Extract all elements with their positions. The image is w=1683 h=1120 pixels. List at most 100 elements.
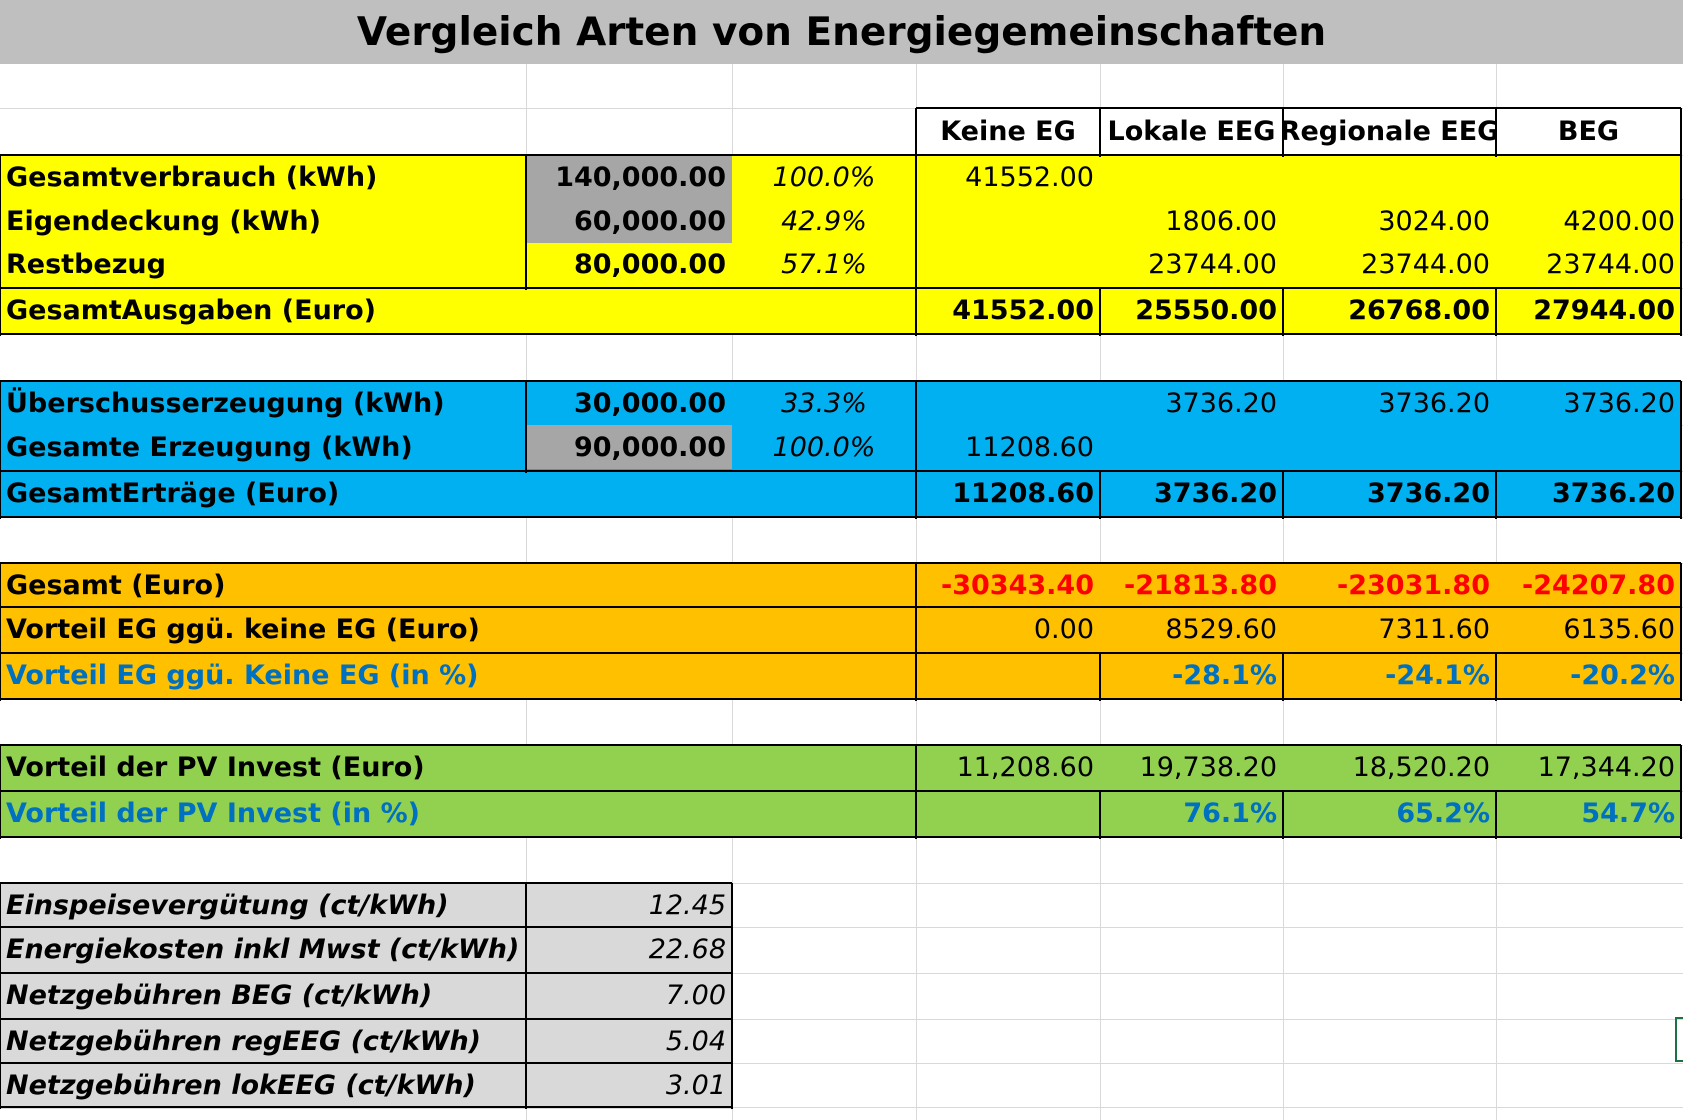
border-v xyxy=(1680,563,1682,701)
gen-total-gray-bg xyxy=(526,425,732,469)
border-v xyxy=(525,883,527,1109)
border-v xyxy=(1099,108,1101,157)
generation-total-value: 3736.20 xyxy=(1154,477,1277,509)
generation-value xyxy=(1496,425,1681,469)
generation-value: 3736.20 xyxy=(1165,387,1277,419)
pv-percent-value: 76.1% xyxy=(1183,797,1277,829)
summary-label: Vorteil EG ggü. Keine EG (in %) xyxy=(6,659,479,691)
generation-total-label: GesamtErträge (Euro) xyxy=(6,477,340,509)
border-h xyxy=(0,516,1681,518)
param-label: Einspeisevergütung (ct/kWh) xyxy=(6,889,449,921)
consumption-percent: 57.1% xyxy=(781,248,867,280)
border-h xyxy=(0,470,1681,472)
consumption-total: 60,000.00 xyxy=(573,205,726,237)
param-label: Energiekosten inkl Mwst (ct/kWh) xyxy=(6,933,520,965)
generation-percent: 33.3% xyxy=(781,387,867,419)
summary-value: 6135.60 xyxy=(1563,613,1675,645)
generation-value xyxy=(1100,425,1283,469)
generation-value xyxy=(1283,425,1496,469)
selected-cell-indicator[interactable] xyxy=(1675,1017,1683,1062)
generation-value: 3736.20 xyxy=(1378,387,1490,419)
border-h xyxy=(0,972,732,974)
border-h xyxy=(0,1062,732,1064)
border-h xyxy=(0,744,1681,746)
border-v xyxy=(1099,791,1101,839)
pv-percent-value: 54.7% xyxy=(1581,797,1675,829)
summary-value: -23031.80 xyxy=(1337,569,1490,601)
param-label: Netzgebühren BEG (ct/kWh) xyxy=(6,979,433,1011)
consumption-percent: 42.9% xyxy=(781,205,867,237)
summary-bg xyxy=(0,563,1681,699)
pv-value: 11,208.60 xyxy=(956,751,1094,783)
gridline-h xyxy=(0,973,1683,974)
consumption-value xyxy=(1100,155,1283,199)
border-v xyxy=(1495,288,1497,336)
border-h xyxy=(0,926,732,928)
pv-label: Vorteil der PV Invest (in %) xyxy=(6,797,421,829)
generation-total: 30,000.00 xyxy=(573,387,726,419)
border-h xyxy=(0,154,1681,156)
consumption-value: 41552.00 xyxy=(965,161,1094,193)
pv-value: 19,738.20 xyxy=(1139,751,1277,783)
border-v xyxy=(525,155,527,290)
column-header: Lokale EEG xyxy=(1107,116,1276,147)
border-h xyxy=(0,606,1681,608)
consumption-percent: 100.0% xyxy=(772,161,876,193)
border-h xyxy=(916,107,1681,109)
consumption-total: 80,000.00 xyxy=(573,248,726,280)
border-v xyxy=(0,563,1,701)
border-v xyxy=(1680,745,1682,839)
column-header: Regionale EEG xyxy=(1283,116,1496,147)
border-v xyxy=(731,883,733,1109)
border-v xyxy=(1282,791,1284,839)
border-h xyxy=(0,562,1681,564)
border-h xyxy=(0,1106,732,1108)
border-v xyxy=(915,563,917,701)
generation-bg xyxy=(0,381,1681,517)
border-v xyxy=(1680,108,1682,157)
border-h xyxy=(0,836,1681,838)
gridline-h xyxy=(0,883,1683,884)
generation-value xyxy=(916,381,1100,425)
param-value: 5.04 xyxy=(665,1025,726,1057)
consumption-bg xyxy=(0,155,1681,334)
consumption-value: 23744.00 xyxy=(1361,248,1490,280)
consumption-label: Restbezug xyxy=(6,248,166,280)
border-v xyxy=(915,381,917,519)
column-header: BEG xyxy=(1557,116,1620,147)
gridline-h xyxy=(0,1063,1683,1064)
border-v xyxy=(915,155,917,336)
consumption-value xyxy=(916,242,1100,286)
border-h xyxy=(0,380,1681,382)
generation-total-value: 3736.20 xyxy=(1367,477,1490,509)
consumption-value xyxy=(1496,155,1681,199)
border-v xyxy=(1282,108,1284,157)
border-v xyxy=(1495,471,1497,519)
consumption-total-value: 26768.00 xyxy=(1348,294,1490,326)
border-h xyxy=(0,333,1681,335)
generation-total-value: 11208.60 xyxy=(952,477,1094,509)
summary-value: 8529.60 xyxy=(1165,613,1277,645)
consumption-total-value: 25550.00 xyxy=(1135,294,1277,326)
border-h xyxy=(0,790,1681,792)
consumption-value: 3024.00 xyxy=(1378,205,1490,237)
border-v xyxy=(525,381,527,473)
consumption-total-value: 27944.00 xyxy=(1533,294,1675,326)
consumption-label: Eigendeckung (kWh) xyxy=(6,205,321,237)
total-gray-bg xyxy=(526,155,732,243)
border-v xyxy=(0,381,1,519)
column-header: Keine EG xyxy=(940,116,1076,147)
generation-label: Überschusserzeugung (kWh) xyxy=(6,387,445,419)
border-h xyxy=(0,287,1681,289)
border-h xyxy=(0,652,1681,654)
generation-value: 11208.60 xyxy=(965,431,1094,463)
border-h xyxy=(0,882,732,884)
summary-percent-value: -20.2% xyxy=(1570,659,1675,691)
param-value: 3.01 xyxy=(665,1069,726,1101)
border-v xyxy=(1099,471,1101,519)
param-label: Netzgebühren regEEG (ct/kWh) xyxy=(6,1025,482,1057)
consumption-value: 23744.00 xyxy=(1148,248,1277,280)
border-v xyxy=(0,155,1,336)
border-v xyxy=(915,745,917,839)
params-bg xyxy=(0,883,732,1109)
